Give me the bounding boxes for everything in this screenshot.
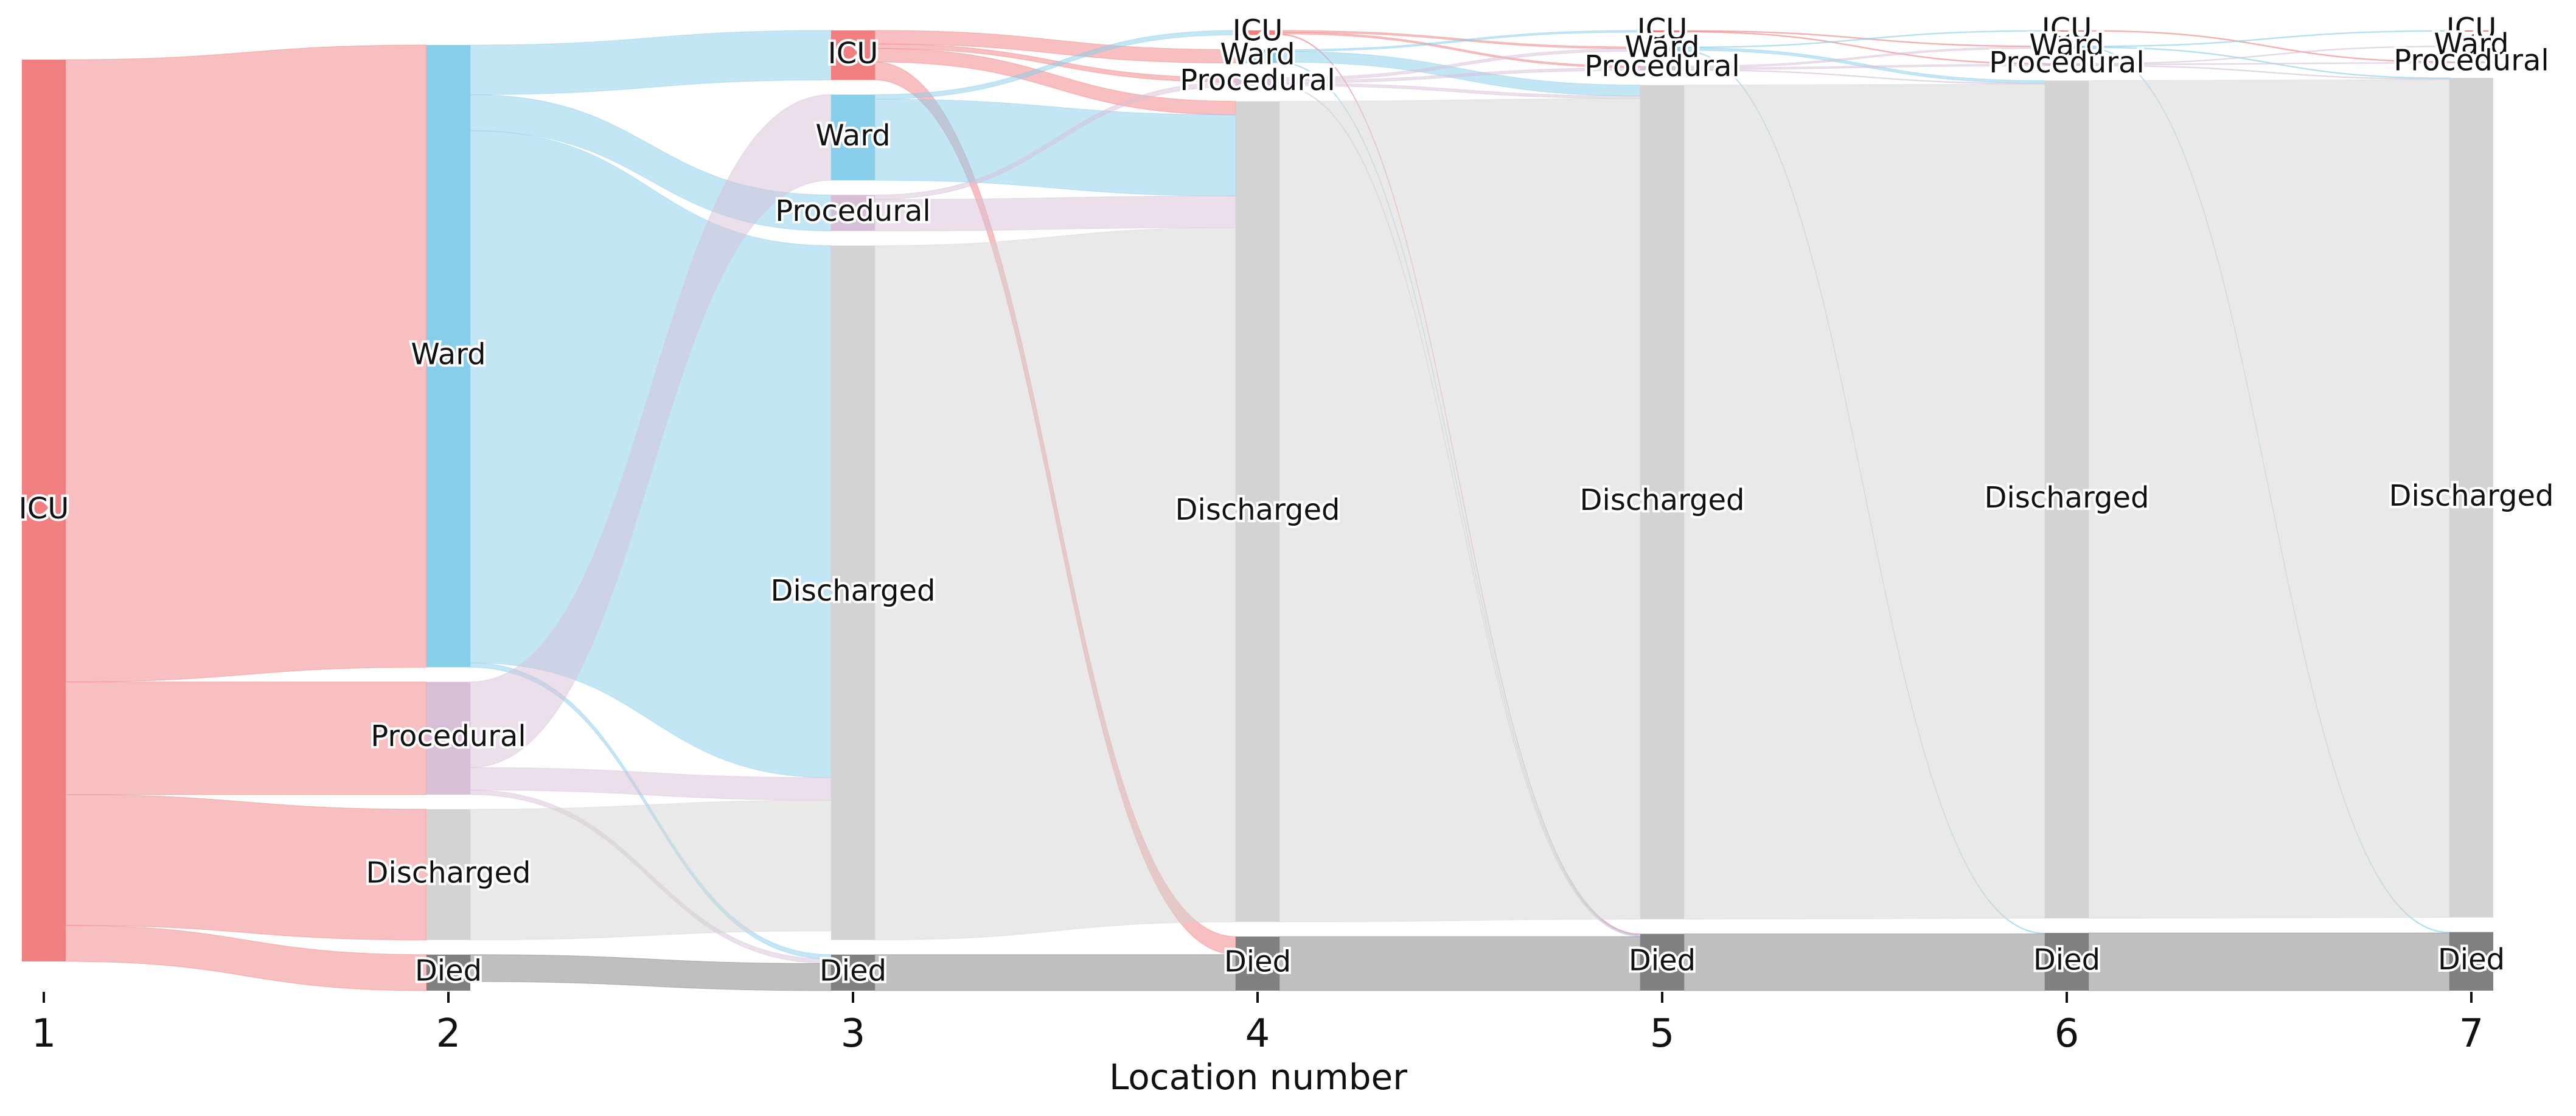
- node-label-2-ward: Ward: [411, 337, 486, 371]
- node-label-1-icu: ICU: [19, 492, 69, 526]
- node-label-7-procedural: Procedural: [2393, 43, 2549, 77]
- flow-3-died-to-died: [874, 954, 1236, 991]
- node-label-4-ward: Ward: [1220, 38, 1295, 72]
- node-5-icu: [1640, 30, 1684, 32]
- x-tick-label-4: 4: [1245, 1011, 1270, 1056]
- x-tick-label-3: 3: [841, 1011, 866, 1056]
- node-label-2-procedural: Procedural: [371, 719, 526, 753]
- flows-layer: [65, 30, 2450, 991]
- flow-4-procedural-to-ward: [1279, 48, 1641, 81]
- node-5-died: [1640, 933, 1684, 991]
- node-5-ward: [1640, 46, 1684, 52]
- node-label-3-died: Died: [820, 954, 886, 988]
- node-3-icu: [831, 30, 875, 80]
- node-3-discharged: [831, 245, 875, 940]
- node-label-5-ward: Ward: [1624, 30, 1699, 65]
- flow-3-procedural-to-procedural: [874, 82, 1236, 200]
- node-label-6-ward: Ward: [2029, 29, 2104, 63]
- node-7-ward: [2449, 46, 2493, 47]
- node-2-discharged: [426, 809, 470, 940]
- node-6-ward: [2045, 46, 2089, 49]
- node-2-ward: [426, 45, 470, 668]
- node-7-icu: [2449, 30, 2493, 32]
- node-4-icu: [1236, 30, 1279, 35]
- node-label-4-icu: ICU: [1233, 14, 1283, 48]
- x-tick-label-1: 1: [32, 1011, 57, 1056]
- node-label-3-procedural: Procedural: [775, 194, 930, 228]
- flow-6-procedural-to-procedural: [2088, 61, 2450, 66]
- node-label-5-discharged: Discharged: [1580, 483, 1745, 517]
- node-7-died: [2449, 932, 2493, 991]
- node-label-5-procedural: Procedural: [1584, 49, 1739, 83]
- node-7-procedural: [2449, 61, 2493, 63]
- node-label-5-died: Died: [1629, 943, 1696, 977]
- node-label-6-discharged: Discharged: [1985, 481, 2150, 515]
- node-label-4-died: Died: [1224, 945, 1291, 979]
- node-2-died: [426, 954, 470, 991]
- x-tick-label-5: 5: [1650, 1011, 1675, 1056]
- node-label-7-discharged: Discharged: [2389, 479, 2554, 513]
- node-label-2-died: Died: [415, 954, 482, 988]
- flow-4-died-to-died: [1279, 936, 1641, 991]
- node-5-discharged: [1640, 85, 1684, 919]
- flow-5-died-to-died: [1683, 933, 2045, 991]
- node-label-6-icu: ICU: [2042, 12, 2092, 46]
- x-axis-label: Location number: [1109, 1056, 1407, 1098]
- node-7-discharged: [2449, 77, 2493, 918]
- node-label-7-ward: Ward: [2434, 27, 2508, 61]
- node-4-procedural: [1236, 77, 1279, 87]
- flow-1-icu-to-ward: [65, 44, 427, 683]
- node-label-7-icu: ICU: [2446, 12, 2497, 46]
- node-labels-layer: ICUWardProceduralDischargedDiedICUWardPr…: [16, 10, 2557, 991]
- flow-6-discharged-to-discharged: [2088, 79, 2450, 919]
- x-tick-label-6: 6: [2055, 1011, 2080, 1056]
- x-tick-label-7: 7: [2459, 1011, 2484, 1056]
- node-6-discharged: [2045, 80, 2089, 919]
- node-1-icu: [22, 60, 66, 961]
- node-6-procedural: [2045, 63, 2089, 66]
- node-label-4-procedural: Procedural: [1180, 63, 1335, 97]
- node-label-3-icu: ICU: [828, 37, 879, 71]
- node-label-5-icu: ICU: [1637, 12, 1688, 46]
- node-label-6-died: Died: [2033, 943, 2100, 977]
- node-6-died: [2045, 933, 2089, 991]
- node-4-discharged: [1236, 101, 1279, 922]
- flow-6-died-to-died: [2088, 932, 2450, 991]
- node-3-ward: [831, 94, 875, 181]
- flow-3-ward-to-discharged: [874, 99, 1236, 197]
- node-label-7-died: Died: [2438, 943, 2505, 977]
- node-2-procedural: [426, 682, 470, 795]
- x-axis: 1 2 3 4 5 6 7: [32, 992, 2484, 1056]
- x-tick-label-2: 2: [436, 1011, 461, 1056]
- node-label-4-discharged: Discharged: [1175, 493, 1340, 527]
- flow-2-ward-to-icu: [470, 30, 832, 96]
- flow-2-died-to-died: [470, 954, 832, 991]
- node-label-3-ward: Ward: [815, 119, 890, 153]
- node-3-died: [831, 954, 875, 991]
- node-4-ward: [1236, 49, 1279, 63]
- node-4-died: [1236, 936, 1279, 991]
- node-6-icu: [2045, 30, 2089, 32]
- node-3-procedural: [831, 195, 875, 231]
- node-label-2-discharged: Discharged: [366, 856, 531, 890]
- node-label-6-procedural: Procedural: [1989, 46, 2144, 80]
- nodes-layer: [22, 30, 2493, 991]
- node-5-procedural: [1640, 66, 1684, 71]
- node-label-3-discharged: Discharged: [771, 574, 936, 608]
